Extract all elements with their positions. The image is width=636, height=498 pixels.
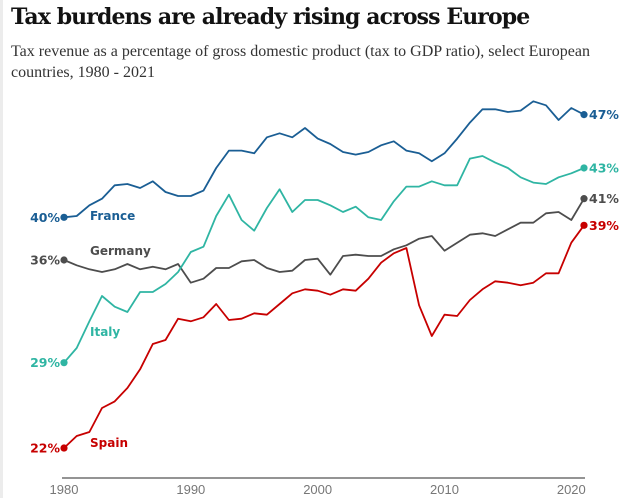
series-end-label: 47% bbox=[589, 107, 619, 122]
series-name-label: France bbox=[90, 209, 135, 223]
series-name-label: Italy bbox=[90, 325, 120, 339]
series-start-point bbox=[60, 213, 68, 221]
series-name-label: Germany bbox=[90, 244, 151, 258]
series-line-spain bbox=[63, 224, 585, 449]
line-chart: 1980 1990 2000 2010 2020 40% 47% France 36% 41% Ge… bbox=[30, 100, 619, 497]
series-start-label: 36% bbox=[30, 252, 60, 267]
series-name-label: Spain bbox=[90, 436, 128, 450]
chart-title: Tax burdens are already rising across Eu… bbox=[11, 4, 530, 30]
series-line-italy bbox=[63, 155, 585, 364]
x-tick-label: 2000 bbox=[303, 482, 332, 497]
series-end-label: 43% bbox=[589, 160, 619, 175]
series-start-label: 29% bbox=[30, 355, 60, 370]
series-end-point bbox=[580, 111, 588, 119]
series-end-label: 39% bbox=[589, 218, 619, 233]
x-tick-label: 2010 bbox=[430, 482, 459, 497]
series-start-point bbox=[60, 359, 68, 367]
x-tick-label: 2020 bbox=[557, 482, 586, 497]
series-line-france bbox=[63, 100, 585, 219]
series-start-point bbox=[60, 444, 68, 452]
series-end-point bbox=[580, 195, 588, 203]
chart-subtitle: Tax revenue as a percentage of gross dom… bbox=[11, 43, 590, 81]
series-start-label: 40% bbox=[30, 210, 60, 225]
series-end-point bbox=[580, 164, 588, 172]
series-line-germany bbox=[63, 198, 585, 284]
series-start-point bbox=[60, 256, 68, 264]
x-tick-label: 1980 bbox=[50, 482, 79, 497]
x-tick-label: 1990 bbox=[176, 482, 205, 497]
series-end-label: 41% bbox=[589, 191, 619, 206]
series-start-label: 22% bbox=[30, 441, 60, 456]
series-end-point bbox=[580, 221, 588, 229]
